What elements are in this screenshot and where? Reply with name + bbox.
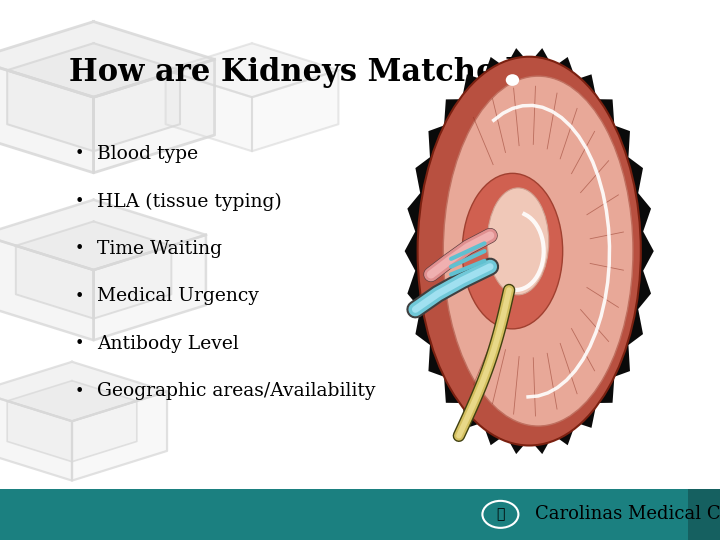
Text: Time Waiting: Time Waiting bbox=[97, 240, 222, 258]
Ellipse shape bbox=[505, 74, 519, 86]
Text: •: • bbox=[74, 146, 84, 161]
Polygon shape bbox=[0, 59, 94, 173]
Text: Medical Urgency: Medical Urgency bbox=[97, 287, 259, 306]
Ellipse shape bbox=[444, 76, 633, 426]
Ellipse shape bbox=[493, 70, 554, 113]
Polygon shape bbox=[252, 70, 338, 151]
Text: •: • bbox=[74, 336, 84, 352]
Polygon shape bbox=[166, 43, 338, 97]
Polygon shape bbox=[0, 200, 206, 270]
Polygon shape bbox=[0, 392, 72, 481]
Ellipse shape bbox=[418, 57, 641, 446]
Polygon shape bbox=[7, 401, 72, 462]
Bar bbox=[0, 489, 720, 540]
Text: Geographic areas/Availability: Geographic areas/Availability bbox=[97, 382, 376, 401]
Bar bbox=[688, 489, 720, 540]
Text: •: • bbox=[74, 194, 84, 209]
Polygon shape bbox=[94, 235, 206, 340]
Polygon shape bbox=[16, 246, 94, 319]
Text: 🌾: 🌾 bbox=[496, 508, 505, 521]
Text: Antibody Level: Antibody Level bbox=[97, 335, 239, 353]
Polygon shape bbox=[405, 48, 654, 454]
Ellipse shape bbox=[487, 188, 549, 295]
Polygon shape bbox=[7, 43, 180, 97]
Text: Carolinas Medical Center: Carolinas Medical Center bbox=[535, 505, 720, 523]
Polygon shape bbox=[166, 70, 252, 151]
Text: Blood type: Blood type bbox=[97, 145, 198, 163]
Text: •: • bbox=[74, 289, 84, 304]
Polygon shape bbox=[0, 22, 215, 97]
Text: •: • bbox=[74, 241, 84, 256]
Text: HLA (tissue typing): HLA (tissue typing) bbox=[97, 192, 282, 211]
Polygon shape bbox=[0, 235, 94, 340]
Polygon shape bbox=[72, 401, 137, 462]
Polygon shape bbox=[94, 70, 180, 151]
Text: How are Kidneys Matched?: How are Kidneys Matched? bbox=[69, 57, 536, 89]
Polygon shape bbox=[72, 392, 167, 481]
Polygon shape bbox=[94, 59, 215, 173]
Polygon shape bbox=[16, 221, 171, 270]
Polygon shape bbox=[94, 246, 171, 319]
Ellipse shape bbox=[462, 173, 563, 329]
Polygon shape bbox=[7, 70, 94, 151]
Polygon shape bbox=[0, 362, 167, 421]
Polygon shape bbox=[7, 381, 137, 421]
Text: •: • bbox=[74, 384, 84, 399]
